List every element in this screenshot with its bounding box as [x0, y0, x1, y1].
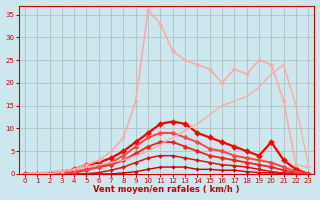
X-axis label: Vent moyen/en rafales ( km/h ): Vent moyen/en rafales ( km/h ) — [93, 185, 240, 194]
